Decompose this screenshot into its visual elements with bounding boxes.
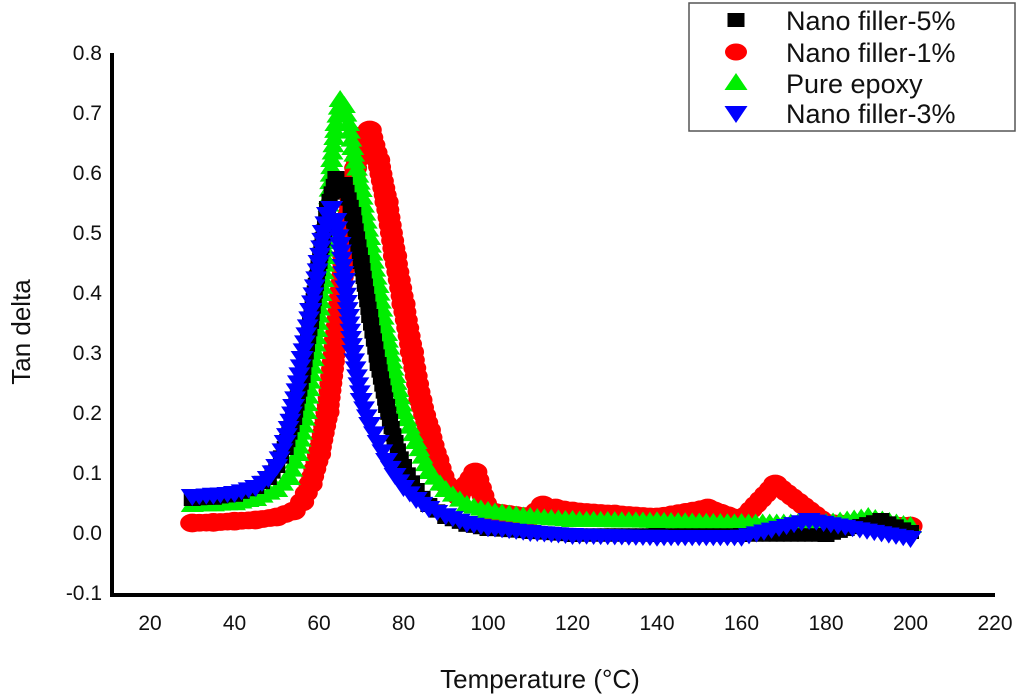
data-point bbox=[347, 166, 370, 183]
data-point bbox=[337, 114, 361, 131]
y-tick-label: 0.2 bbox=[73, 402, 102, 425]
data-point bbox=[358, 417, 382, 434]
data-point bbox=[335, 105, 358, 122]
data-point bbox=[311, 232, 334, 249]
legend-marker-triangle-down bbox=[724, 106, 748, 123]
x-tick-label: 60 bbox=[307, 612, 330, 635]
x-tick-label: 80 bbox=[392, 612, 415, 635]
y-tick-labels: 0.8 0.7 0.6 0.5 0.4 0.3 0.2 0.1 0.0 -0.1 bbox=[66, 42, 102, 605]
x-tick-label: 220 bbox=[977, 612, 1012, 635]
data-point bbox=[301, 295, 323, 312]
y-tick-label: 0.0 bbox=[73, 522, 102, 545]
y-tick-label: 0.6 bbox=[73, 162, 102, 185]
data-point bbox=[286, 375, 309, 392]
legend-label: Nano filler-1% bbox=[786, 38, 956, 68]
legend-label: Nano filler-5% bbox=[786, 6, 956, 36]
y-tick-label: -0.1 bbox=[66, 582, 102, 605]
data-point bbox=[293, 335, 316, 352]
series-nano-filler-5- bbox=[183, 171, 919, 542]
x-tick-label: 160 bbox=[724, 612, 759, 635]
y-tick-label: 0.7 bbox=[73, 102, 102, 125]
x-tick-label: 40 bbox=[223, 612, 246, 635]
x-tick-label: 20 bbox=[138, 612, 161, 635]
data-point bbox=[371, 444, 394, 461]
x-tick-label: 120 bbox=[555, 612, 590, 635]
data-point bbox=[275, 428, 298, 445]
data-point bbox=[344, 152, 367, 169]
data-point bbox=[285, 383, 308, 400]
x-tick-label: 180 bbox=[808, 612, 843, 635]
data-point bbox=[299, 303, 323, 320]
data-point bbox=[346, 159, 368, 176]
data-point bbox=[282, 399, 306, 416]
data-point bbox=[366, 435, 390, 452]
x-tick-label: 100 bbox=[470, 612, 505, 635]
x-axis-label: Temperature (°C) bbox=[440, 664, 640, 694]
data-point bbox=[288, 367, 311, 384]
data-point bbox=[307, 255, 331, 272]
data-point bbox=[302, 287, 325, 304]
y-tick-label: 0.1 bbox=[73, 462, 102, 485]
data-point bbox=[279, 413, 302, 430]
data-point bbox=[320, 201, 344, 218]
x-tick-labels: 20 40 60 80 100 120 140 160 180 200 220 bbox=[138, 612, 1012, 635]
legend-marker-circle bbox=[725, 43, 747, 61]
data-point bbox=[310, 240, 333, 257]
legend-marker-triangle-up bbox=[724, 73, 748, 90]
series-nano-filler-3- bbox=[180, 201, 922, 548]
series-pure-epoxy bbox=[180, 90, 922, 533]
data-point bbox=[341, 138, 365, 155]
data-point bbox=[290, 351, 314, 368]
data-point bbox=[265, 459, 289, 476]
data-point bbox=[332, 96, 356, 113]
data-point bbox=[298, 311, 321, 328]
legend: Nano filler-5%Nano filler-1%Pure epoxyNa… bbox=[688, 2, 1016, 132]
legend-marker-square bbox=[727, 13, 745, 27]
data-point bbox=[292, 343, 315, 360]
x-tick-label: 140 bbox=[639, 612, 674, 635]
data-point bbox=[277, 420, 300, 438]
y-axis-label: Tan delta bbox=[6, 279, 36, 385]
data-point bbox=[284, 391, 306, 408]
data-point bbox=[339, 122, 361, 139]
y-tick-label: 0.5 bbox=[73, 222, 102, 245]
data-point bbox=[343, 145, 366, 162]
data-point bbox=[273, 435, 297, 452]
y-tick-label: 0.4 bbox=[73, 282, 103, 305]
legend-label: Nano filler-3% bbox=[786, 99, 956, 129]
data-point bbox=[899, 531, 922, 548]
data-point bbox=[303, 279, 326, 296]
y-tick-label: 0.3 bbox=[73, 342, 102, 365]
data-point bbox=[363, 426, 385, 443]
data-point bbox=[309, 247, 331, 264]
legend-label: Pure epoxy bbox=[786, 69, 923, 99]
x-tick-label: 200 bbox=[893, 612, 928, 635]
data-point bbox=[289, 359, 312, 376]
data-point bbox=[306, 263, 329, 280]
data-point bbox=[295, 327, 318, 344]
data-point bbox=[311, 225, 335, 242]
data-point bbox=[296, 319, 319, 336]
data-point bbox=[281, 406, 303, 423]
data-marks bbox=[180, 90, 923, 548]
data-point bbox=[305, 271, 328, 288]
data-point bbox=[340, 130, 363, 147]
y-tick-label: 0.8 bbox=[73, 42, 102, 65]
